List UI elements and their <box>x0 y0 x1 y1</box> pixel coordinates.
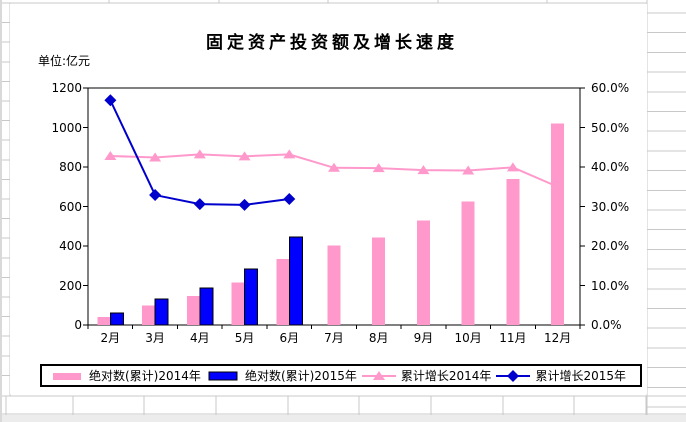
y-right-tick-label: 20.0% <box>591 239 630 253</box>
y-left-tick-label: 1200 <box>51 81 82 95</box>
unit-label: 单位:亿元 <box>38 54 91 68</box>
y-left-tick-label: 600 <box>59 199 82 214</box>
y-right-tick-label: 50.0% <box>591 120 630 135</box>
y-left-tick-label: 1000 <box>51 120 82 135</box>
x-axis-label: 12月 <box>543 331 572 345</box>
y-left-tick-label: 800 <box>59 160 82 174</box>
y-right-tick-label: 40.0% <box>591 160 630 174</box>
y-right-tick-label: 60.0% <box>591 81 630 95</box>
y-left-tick-label: 200 <box>59 278 82 293</box>
legend-item-bars-2015: 绝对数(累计)2015年 <box>206 367 357 384</box>
y-right-tick-label: 10.0% <box>591 278 630 293</box>
y-left-tick-label: 0 <box>74 318 82 332</box>
y-right-tick-label: 30.0% <box>591 199 630 214</box>
legend-item-bars-2014: 绝对数(累计)2014年 <box>50 367 201 384</box>
x-axis-label: 2月 <box>100 331 121 345</box>
legend-label: 累计增长2014年 <box>400 369 492 383</box>
blue-diamond-line-icon <box>496 369 531 382</box>
legend-label: 绝对数(累计)2014年 <box>89 369 201 383</box>
legend-label: 绝对数(累计)2015年 <box>244 369 357 383</box>
y-right-tick-label: 0.0% <box>591 318 622 332</box>
x-axis-label: 7月 <box>324 331 344 345</box>
y-left-tick-label: 400 <box>59 239 82 253</box>
legend-item-growth-2014: 累计增长2014年 <box>361 367 492 384</box>
x-axis-label: 11月 <box>499 331 527 345</box>
x-axis-label: 5月 <box>234 331 255 345</box>
chart-title: 固定资产投资额及增长速度 <box>206 33 458 53</box>
x-axis-label: 6月 <box>279 331 300 345</box>
x-axis-label: 4月 <box>189 331 210 345</box>
legend-label: 累计增长2015年 <box>535 369 626 383</box>
x-axis-label: 10月 <box>454 331 482 345</box>
x-axis-label: 9月 <box>413 331 434 345</box>
legend-item-growth-2015: 累计增长2015年 <box>496 367 626 384</box>
blue-bar-swatch-icon <box>206 370 240 382</box>
x-axis-label: 8月 <box>368 331 389 345</box>
chart-legend: 绝对数(累计)2014年 绝对数(累计)2015年 累计增长2014年 累计增长… <box>40 364 642 387</box>
x-axis-label: 3月 <box>145 331 165 345</box>
pink-bar-swatch-icon <box>50 370 84 382</box>
pink-triangle-line-icon <box>361 370 396 382</box>
